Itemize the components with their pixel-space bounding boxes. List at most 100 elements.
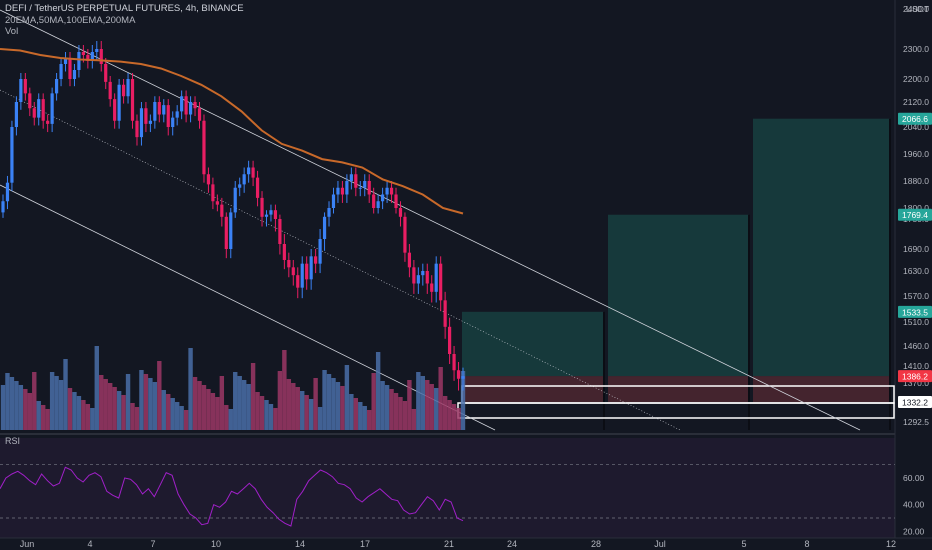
volume-bar <box>447 400 452 430</box>
candle <box>305 263 309 280</box>
volume-bar <box>416 372 421 430</box>
price-tag <box>898 208 932 221</box>
price-tick-label: 2200.0 <box>903 74 929 84</box>
candle <box>184 96 188 115</box>
volume-bar <box>389 389 394 430</box>
time-tick-label: 14 <box>295 539 305 549</box>
candle <box>63 58 68 64</box>
volume-bar <box>237 376 242 430</box>
candle <box>394 194 398 208</box>
time-tick-label: 7 <box>150 539 155 549</box>
currency-label: USDT <box>906 4 929 14</box>
volume-bar <box>380 381 385 430</box>
volume-bar <box>353 398 359 430</box>
indicators-legend[interactable]: 20EMA,50MA,100EMA,200MA <box>5 15 136 26</box>
volume-bar <box>425 380 430 430</box>
time-tick-label: 8 <box>804 539 809 549</box>
volume-bar <box>81 400 86 430</box>
volume-bar <box>295 387 300 430</box>
candle <box>23 79 27 94</box>
volume-bar <box>161 390 166 430</box>
volume-bar <box>456 408 461 430</box>
rsi-legend[interactable]: RSI <box>5 436 21 446</box>
volume-legend[interactable]: Vol <box>5 26 19 37</box>
volume-bar <box>139 370 144 430</box>
candle <box>345 181 349 195</box>
volume-bar <box>291 383 296 430</box>
target-zone <box>462 311 604 377</box>
candle <box>407 252 412 268</box>
volume-bar <box>273 408 278 430</box>
volume-bar <box>99 375 104 430</box>
candle <box>135 120 139 138</box>
price-tag-label: 1386.2 <box>902 372 928 382</box>
volume-bar <box>54 376 59 430</box>
volume-bar <box>5 373 10 430</box>
volume-bar <box>45 409 50 430</box>
volume-bar <box>246 384 251 430</box>
volume-bar <box>36 401 41 430</box>
candle <box>211 184 215 202</box>
volume-bar <box>335 382 341 430</box>
volume-bar <box>103 379 108 430</box>
price-tick-label: 2400.0 <box>903 4 929 14</box>
time-tick-label: 17 <box>360 539 370 549</box>
time-tick-label: 4 <box>87 539 92 549</box>
candle <box>273 210 278 219</box>
candle <box>50 93 54 124</box>
candle <box>372 194 376 208</box>
candle <box>157 102 161 115</box>
volume-bar <box>277 371 283 430</box>
volume-bar <box>40 405 46 430</box>
volume-bar <box>282 350 287 430</box>
volume-bar <box>152 382 158 430</box>
candle <box>309 256 313 280</box>
volume-bar <box>451 404 457 430</box>
candle <box>229 212 233 249</box>
candle <box>202 120 206 175</box>
candle <box>282 244 286 260</box>
candle <box>72 70 77 79</box>
price-tick-label: 1370.0 <box>903 378 929 388</box>
volume-bar <box>183 410 189 430</box>
candle <box>148 120 152 124</box>
candle <box>403 216 407 253</box>
volume-bar <box>125 374 131 430</box>
price-tick-label: 2120.0 <box>903 97 929 107</box>
volume-bar <box>112 387 117 430</box>
candle <box>367 181 371 195</box>
candle <box>389 187 394 195</box>
candle <box>175 111 179 118</box>
volume-bar <box>384 385 390 430</box>
candle <box>322 216 327 239</box>
candle <box>300 263 304 288</box>
time-tick-label: 28 <box>591 539 601 549</box>
channel-upper <box>0 9 861 431</box>
volume-bar <box>344 365 350 430</box>
volume-bar <box>192 377 198 430</box>
volume-bar <box>58 380 64 430</box>
candle <box>90 52 94 61</box>
candle <box>166 105 170 127</box>
price-tag-label: 1332.2 <box>902 398 928 408</box>
volume-bar <box>215 397 220 430</box>
channel-lower <box>0 184 496 431</box>
candle <box>260 197 264 217</box>
volume-bar <box>143 374 149 430</box>
volume-bar <box>116 391 122 430</box>
volume-bar <box>76 396 82 430</box>
candle <box>340 187 345 195</box>
candle <box>425 271 429 284</box>
volume-bar <box>331 378 336 430</box>
volume-bar <box>197 381 202 430</box>
price-tick-label: 1292.5 <box>903 417 929 427</box>
volume-bar <box>32 372 37 430</box>
volume-bar <box>179 406 184 430</box>
candle <box>264 214 269 217</box>
volume-bar <box>121 395 126 430</box>
target-zone <box>753 118 890 377</box>
volume-bar <box>224 405 229 430</box>
time-tick-label: 12 <box>886 539 896 549</box>
volume-bar <box>94 346 99 430</box>
